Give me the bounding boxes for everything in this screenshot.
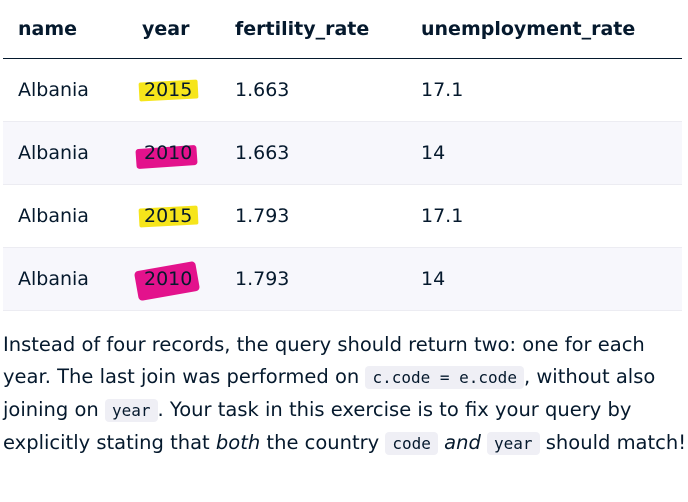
- cell-unemployment-rate: 17.1: [421, 79, 464, 101]
- cell-fertility-rate: 1.793: [235, 205, 290, 227]
- cell-fertility-rate: 1.663: [235, 142, 290, 164]
- table-row: Albania 2010 1.793 14: [3, 247, 682, 311]
- cell-year: 2010: [133, 248, 235, 311]
- cell-year: 2015: [138, 59, 235, 122]
- table-row: Albania 2015 1.663 17.1: [3, 59, 682, 122]
- emphasis-and: and: [444, 431, 481, 454]
- cell-unemployment-rate: 14: [421, 142, 446, 164]
- results-table: name year fertility_rate unemployment_ra…: [3, 0, 682, 311]
- year-highlight-pink: 2010: [135, 142, 198, 170]
- inline-code-year: year: [487, 432, 540, 455]
- header-row: name year fertility_rate unemployment_ra…: [3, 0, 682, 59]
- year-value: 2010: [144, 142, 193, 164]
- cell-name: Albania: [18, 205, 89, 227]
- cell-year: 2015: [138, 185, 235, 248]
- table-row: Albania 2010 1.663 14: [3, 121, 682, 185]
- instruction-text: , without also joining on: [3, 365, 656, 421]
- year-highlight-pink: 2010: [133, 260, 201, 302]
- cell-fertility-rate: 1.663: [235, 79, 290, 101]
- inline-code-year: year: [104, 399, 158, 422]
- instruction-text: . Your task in this exercise is to fix y…: [3, 398, 632, 454]
- exercise-instructions: Instead of four records, the query shoul…: [3, 329, 687, 460]
- column-header-fertility-rate: fertility_rate: [235, 0, 421, 59]
- year-highlight-yellow: 2015: [138, 205, 199, 228]
- table-header: name year fertility_rate unemployment_ra…: [3, 0, 682, 59]
- inline-code-join-condition: c.code = e.code: [365, 366, 524, 389]
- year-highlight-yellow: 2015: [138, 79, 199, 102]
- table-body: Albania 2015 1.663 17.1 Albania 2010: [3, 59, 682, 311]
- column-header-unemployment-rate: unemployment_rate: [421, 0, 682, 59]
- column-header-name: name: [3, 0, 142, 59]
- instruction-text: the country: [260, 431, 386, 454]
- instruction-text: Instead of four records, the query shoul…: [3, 333, 645, 388]
- cell-year: 2010: [135, 122, 235, 185]
- cell-name: Albania: [18, 142, 89, 164]
- cell-name: Albania: [18, 79, 89, 101]
- results-table-container: name year fertility_rate unemployment_ra…: [3, 0, 682, 311]
- year-value: 2010: [144, 268, 193, 290]
- emphasis-both: both: [215, 431, 261, 454]
- column-header-year: year: [142, 0, 235, 59]
- cell-unemployment-rate: 14: [421, 268, 446, 290]
- inline-code-code: code: [385, 432, 438, 455]
- year-value: 2015: [144, 79, 193, 101]
- year-value: 2015: [144, 205, 193, 227]
- cell-unemployment-rate: 17.1: [421, 205, 464, 227]
- cell-name: Albania: [18, 268, 89, 290]
- table-row: Albania 2015 1.793 17.1: [3, 185, 682, 248]
- cell-fertility-rate: 1.793: [235, 268, 290, 290]
- instruction-text: should match!: [539, 431, 687, 454]
